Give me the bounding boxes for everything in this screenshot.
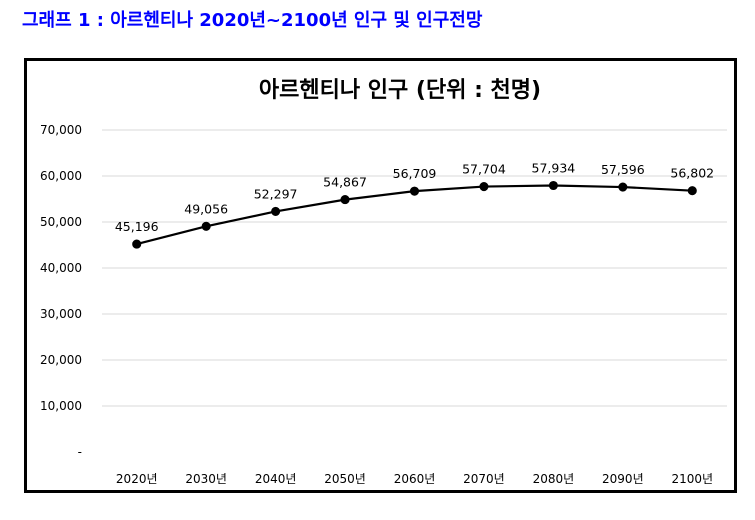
chart-title: 아르헨티나 인구 (단위 : 천명) — [259, 78, 541, 103]
y-tick-label: - — [78, 445, 82, 459]
data-point — [201, 221, 211, 231]
data-label: 57,704 — [462, 162, 506, 177]
series-markers — [132, 180, 697, 249]
data-label: 57,596 — [601, 162, 645, 177]
x-tick-label: 2060년 — [394, 472, 436, 486]
data-point — [132, 239, 142, 249]
chart-frame: 아르헨티나 인구 (단위 : 천명) - 10,000 20,000 30,000 40… — [24, 58, 737, 493]
data-point — [548, 180, 558, 191]
y-tick-label: 60,000 — [40, 169, 82, 183]
data-label: 45,196 — [115, 219, 159, 234]
data-point — [687, 186, 697, 196]
data-label: 52,297 — [254, 186, 298, 201]
data-label: 49,056 — [184, 201, 228, 216]
x-tick-label: 2040년 — [255, 472, 297, 486]
data-point — [618, 182, 628, 192]
data-label: 56,709 — [393, 166, 437, 181]
x-tick-label: 2030년 — [185, 472, 227, 486]
y-tick-label: 50,000 — [40, 215, 82, 229]
x-tick-label: 2080년 — [533, 472, 575, 486]
line-chart: 아르헨티나 인구 (단위 : 천명) - 10,000 20,000 30,000 40… — [40, 78, 727, 486]
x-tick-label: 2020년 — [116, 472, 158, 486]
x-axis-ticks: 2020년 2030년 2040년 2050년 2060년 2070년 2080년 2090년… — [116, 472, 713, 486]
data-point — [340, 195, 350, 205]
y-tick-label: 40,000 — [40, 261, 82, 275]
y-tick-label: 30,000 — [40, 307, 82, 321]
data-labels: 45,196 49,056 52,297 54,867 56,709 57,704 57,9… — [115, 161, 714, 235]
x-tick-label: 2050년 — [324, 472, 366, 486]
page-title: 그래프 1 : 아르헨티나 2020년~2100년 인구 및 인구전망 — [22, 10, 483, 31]
y-tick-label: 20,000 — [40, 353, 82, 367]
data-point — [479, 182, 489, 192]
data-label: 57,934 — [532, 161, 576, 176]
y-axis-ticks: - 10,000 20,000 30,000 40,000 50,000 60,000 70,… — [40, 123, 82, 459]
data-label: 56,802 — [670, 166, 714, 181]
y-tick-label: 70,000 — [40, 123, 82, 137]
x-tick-label: 2100년 — [671, 472, 713, 486]
data-point — [271, 206, 281, 216]
x-tick-label: 2090년 — [602, 472, 644, 486]
y-tick-label: 10,000 — [40, 399, 82, 413]
data-point — [409, 186, 420, 196]
data-label: 54,867 — [323, 175, 367, 190]
x-tick-label: 2070년 — [463, 472, 505, 486]
